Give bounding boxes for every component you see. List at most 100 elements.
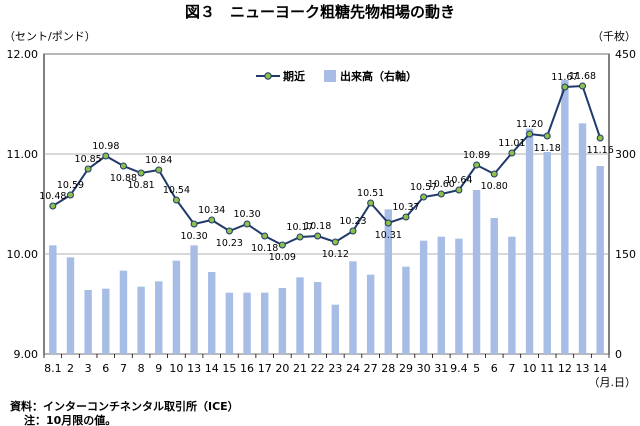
volume-bar [525,128,534,354]
price-data-label: 10.48 [39,191,66,202]
x-tick-label: 8.1 [44,362,62,375]
volume-bar [313,282,322,354]
price-data-label: 10.88 [110,173,137,184]
y-right-tick: 300 [615,148,636,161]
x-tick-label: 9.4 [450,362,468,375]
x-tick-label: 28 [381,362,395,375]
price-data-label: 11.18 [534,143,561,154]
plot-area [43,53,610,355]
price-point [508,149,516,157]
price-point [331,238,339,246]
price-data-label: 10.31 [375,230,402,241]
price-data-label: 10.98 [92,141,119,152]
x-tick-label: 6 [102,362,109,375]
price-data-label: 10.30 [233,209,260,220]
y-left-tick: 12.00 [7,48,39,61]
price-point [190,220,198,228]
volume-bar [155,281,163,354]
legend: 期近 出来高（右軸） [256,69,417,83]
price-point [66,191,74,199]
volume-bar [278,288,287,354]
price-point [49,202,57,210]
price-data-label: 10.09 [269,252,296,263]
price-point [84,165,92,173]
footnote: 注：10月限の値。 [24,413,116,426]
x-tick-label: 7 [508,362,515,375]
volume-bar [66,257,75,354]
volume-bar [243,292,251,354]
source-note: 資料：インターコンチネンタル取引所（ICE） [10,399,239,413]
price-data-label: 10.80 [481,181,508,192]
x-tick-label: 9 [155,362,162,375]
x-axis: 8.1 2 3 6 7 8 9 10 13 14 15 16 17 20 21 22 23 24 27 28 29 30 3… [43,354,610,375]
price-point [137,169,145,177]
price-point [579,82,587,90]
price-point [119,162,127,170]
x-tick-label: 20 [275,362,289,375]
volume-bar [455,238,463,354]
price-data-label: 10.23 [339,216,366,227]
price-data-label: 10.23 [216,238,243,249]
y-right-axis: 0 150 300 450 [615,48,636,361]
price-point [473,161,481,169]
x-tick-label: 17 [258,362,272,375]
x-tick-label: 22 [311,362,325,375]
x-unit: （月.日） [589,376,637,389]
price-data-label: 10.51 [357,188,384,199]
volume-bar [508,236,516,354]
x-tick-label: 23 [328,362,342,375]
x-tick-label: 14 [593,362,607,375]
x-tick-label: 8 [138,362,145,375]
x-tick-label: 16 [240,362,254,375]
volume-bar [596,166,604,354]
volume-bar [561,80,569,354]
price-point [384,219,392,227]
price-point [102,152,110,160]
price-line [49,82,604,249]
price-point [314,232,322,240]
x-tick-label: 10 [523,362,537,375]
legend-bar-label: 出来高（右軸） [340,69,417,83]
x-tick-label: 13 [187,362,201,375]
volume-bar [437,236,445,354]
price-point [596,134,604,142]
price-data-label: 10.84 [145,155,172,166]
price-point [561,83,569,91]
price-data-label: 10.60 [428,179,455,190]
volume-bar [102,288,110,354]
volume-bar [384,209,393,354]
price-data-label: 10.12 [322,249,349,260]
volume-bar [260,292,269,354]
volume-bar [331,304,340,354]
price-point [367,199,375,207]
x-tick-label: 11 [540,362,554,375]
price-point [208,216,216,224]
price-point [526,130,534,138]
volume-bar [190,245,198,354]
volume-bar [49,245,57,354]
volume-bar [543,152,551,354]
x-tick-label: 31 [434,362,448,375]
price-point [225,227,233,235]
price-point [543,132,551,140]
volume-bar [225,292,234,354]
price-point [296,233,304,241]
y-left-axis: 9.00 10.00 11.00 12.00 [7,48,39,361]
price-data-label: 10.85 [75,154,102,165]
x-tick-label: 15 [222,362,236,375]
y-right-tick: 450 [615,48,636,61]
y-right-unit: （千枚） [592,29,636,43]
price-point [261,232,269,240]
price-data-label: 10.18 [251,243,278,254]
legend-line-label: 期近 [283,69,305,83]
price-data-label: 10.59 [57,180,84,191]
price-data-label: 10.17 [286,222,313,233]
x-tick-label: 27 [364,362,378,375]
price-point [490,170,498,178]
price-data-label: 10.18 [304,221,331,232]
volume-bar [366,274,375,354]
volume-bar [349,261,357,354]
x-tick-label: 3 [85,362,92,375]
